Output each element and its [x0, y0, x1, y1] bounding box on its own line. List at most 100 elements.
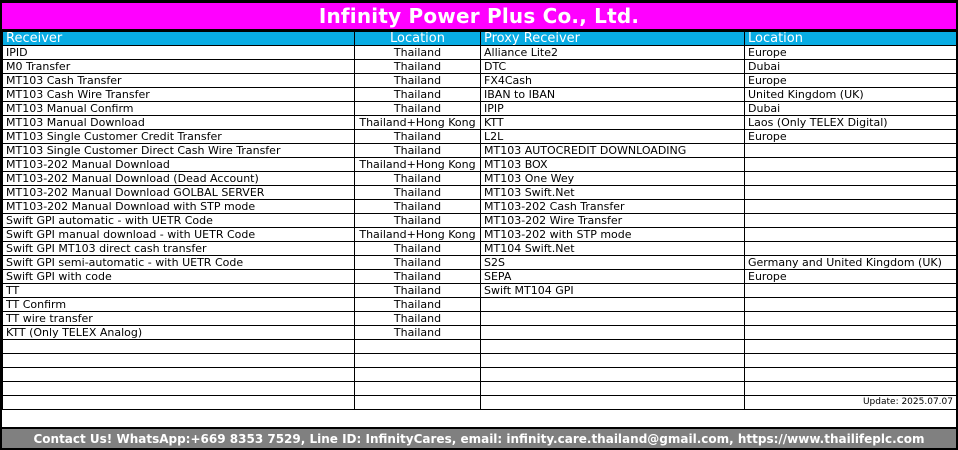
- table-cell-location-2[interactable]: Europe: [744, 73, 957, 88]
- table-cell-receiver[interactable]: [2, 381, 355, 396]
- table-row[interactable]: MT103 Single Customer Credit Transfer Tha…: [2, 129, 957, 144]
- table-cell-proxy-receiver[interactable]: [480, 339, 745, 354]
- table-cell-proxy-receiver[interactable]: L2L: [480, 129, 745, 144]
- table-cell-receiver[interactable]: Swift GPI MT103 direct cash transfer: [2, 241, 355, 256]
- table-cell-proxy-receiver[interactable]: [480, 381, 745, 396]
- table-row[interactable]: [2, 353, 957, 368]
- table-row[interactable]: MT103 Manual Confirm Thailand IPIP Dubai: [2, 101, 957, 116]
- table-cell-location-1[interactable]: [354, 353, 481, 368]
- table-cell-receiver[interactable]: MT103-202 Manual Download GOLBAL SERVER: [2, 185, 355, 200]
- table-cell-location-2[interactable]: Dubai: [744, 59, 957, 74]
- table-cell-proxy-receiver[interactable]: [480, 311, 745, 326]
- table-cell-proxy-receiver[interactable]: FX4Cash: [480, 73, 745, 88]
- table-cell-proxy-receiver[interactable]: MT103-202 with STP mode: [480, 227, 745, 242]
- table-cell-receiver[interactable]: M0 Transfer: [2, 59, 355, 74]
- table-cell-receiver[interactable]: MT103 Manual Download: [2, 115, 355, 130]
- table-cell-receiver[interactable]: TT Confirm: [2, 297, 355, 312]
- table-cell-location-2[interactable]: [744, 297, 957, 312]
- table-row[interactable]: M0 Transfer Thailand DTC Dubai: [2, 59, 957, 74]
- table-cell-receiver[interactable]: [2, 353, 355, 368]
- table-cell-location-2[interactable]: [744, 241, 957, 256]
- table-cell-location-1[interactable]: Thailand: [354, 283, 481, 298]
- table-row[interactable]: MT103 Single Customer Direct Cash Wire T…: [2, 143, 957, 158]
- table-row[interactable]: MT103 Cash Transfer Thailand FX4Cash Europe: [2, 73, 957, 88]
- column-header-location-1[interactable]: Location: [354, 31, 481, 46]
- table-cell-proxy-receiver[interactable]: [480, 297, 745, 312]
- table-cell-location-1[interactable]: Thailand+Hong Kong: [354, 157, 481, 172]
- table-cell-location-2[interactable]: [744, 143, 957, 158]
- table-cell-location-1[interactable]: Thailand: [354, 241, 481, 256]
- table-cell-proxy-receiver[interactable]: MT103 One Wey: [480, 171, 745, 186]
- table-cell-location-1[interactable]: Thailand: [354, 255, 481, 270]
- table-cell-location-1[interactable]: Thailand: [354, 199, 481, 214]
- table-cell-location-1[interactable]: Thailand: [354, 87, 481, 102]
- table-row[interactable]: Swift GPI automatic - with UETR Code Thai…: [2, 213, 957, 228]
- table-cell-receiver[interactable]: KTT (Only TELEX Analog): [2, 325, 355, 340]
- table-cell-location-1[interactable]: Thailand: [354, 73, 481, 88]
- table-cell-receiver[interactable]: MT103 Single Customer Direct Cash Wire T…: [2, 143, 355, 158]
- table-cell-proxy-receiver[interactable]: MT103-202 Cash Transfer: [480, 199, 745, 214]
- table-cell-location-2[interactable]: [744, 367, 957, 382]
- table-cell-location-1[interactable]: [354, 339, 481, 354]
- table-cell-proxy-receiver[interactable]: MT103 Swift.Net: [480, 185, 745, 200]
- table-cell-location-1[interactable]: Thailand: [354, 59, 481, 74]
- table-cell-location-2[interactable]: Europe: [744, 129, 957, 144]
- table-cell-location-2[interactable]: Europe: [744, 269, 957, 284]
- table-cell-proxy-receiver[interactable]: SEPA: [480, 269, 745, 284]
- table-cell-location-1[interactable]: [354, 367, 481, 382]
- table-cell-location-1[interactable]: Thailand: [354, 101, 481, 116]
- table-cell-receiver[interactable]: MT103-202 Manual Download with STP mode: [2, 199, 355, 214]
- table-cell-location-1[interactable]: [354, 381, 481, 396]
- table-cell-receiver[interactable]: [2, 339, 355, 354]
- table-cell-receiver[interactable]: MT103 Single Customer Credit Transfer: [2, 129, 355, 144]
- table-cell-receiver[interactable]: [2, 395, 355, 410]
- table-row[interactable]: MT103 Manual Download Thailand+Hong Kong K…: [2, 115, 957, 130]
- table-cell-location-2[interactable]: [744, 339, 957, 354]
- table-cell-proxy-receiver[interactable]: IBAN to IBAN: [480, 87, 745, 102]
- table-cell-proxy-receiver[interactable]: Swift MT104 GPI: [480, 283, 745, 298]
- table-cell-receiver[interactable]: Swift GPI semi-automatic - with UETR Cod…: [2, 255, 355, 270]
- table-cell-location-2[interactable]: [744, 157, 957, 172]
- table-cell-proxy-receiver[interactable]: KTT: [480, 115, 745, 130]
- table-cell-proxy-receiver[interactable]: MT103-202 Wire Transfer: [480, 213, 745, 228]
- table-cell-receiver[interactable]: Swift GPI manual download - with UETR Co…: [2, 227, 355, 242]
- column-header-proxy-receiver[interactable]: Proxy Receiver: [480, 31, 745, 46]
- table-cell-location-1[interactable]: Thailand: [354, 143, 481, 158]
- table-cell-receiver[interactable]: TT: [2, 283, 355, 298]
- table-cell-location-2[interactable]: Germany and United Kingdom (UK): [744, 255, 957, 270]
- table-cell-proxy-receiver[interactable]: IPIP: [480, 101, 745, 116]
- table-cell-location-2[interactable]: [744, 213, 957, 228]
- table-cell-location-2[interactable]: United Kingdom (UK): [744, 87, 957, 102]
- table-cell-proxy-receiver[interactable]: S2S: [480, 255, 745, 270]
- table-row[interactable]: TT Confirm Thailand: [2, 297, 957, 312]
- table-cell-proxy-receiver[interactable]: [480, 367, 745, 382]
- table-cell-location-2[interactable]: [744, 325, 957, 340]
- table-cell-location-2[interactable]: [744, 311, 957, 326]
- table-cell-location-2[interactable]: [744, 283, 957, 298]
- table-cell-proxy-receiver[interactable]: [480, 395, 745, 410]
- table-cell-proxy-receiver[interactable]: [480, 325, 745, 340]
- table-row[interactable]: Swift GPI with code Thailand SEPA Europe: [2, 269, 957, 284]
- table-cell-receiver[interactable]: IPID: [2, 45, 355, 60]
- table-cell-proxy-receiver[interactable]: [480, 353, 745, 368]
- column-header-location-2[interactable]: Location: [744, 31, 957, 46]
- table-row[interactable]: KTT (Only TELEX Analog) Thailand: [2, 325, 957, 340]
- table-row[interactable]: TT Thailand Swift MT104 GPI: [2, 283, 957, 298]
- table-cell-proxy-receiver[interactable]: MT103 BOX: [480, 157, 745, 172]
- table-cell-location-1[interactable]: Thailand: [354, 269, 481, 284]
- table-cell-receiver[interactable]: MT103-202 Manual Download: [2, 157, 355, 172]
- table-cell-location-2[interactable]: [744, 353, 957, 368]
- table-row[interactable]: MT103-202 Manual Download (Dead Account)…: [2, 171, 957, 186]
- table-cell-receiver[interactable]: Swift GPI with code: [2, 269, 355, 284]
- table-cell-receiver[interactable]: TT wire transfer: [2, 311, 355, 326]
- table-cell-receiver[interactable]: Swift GPI automatic - with UETR Code: [2, 213, 355, 228]
- table-cell-location-2[interactable]: Laos (Only TELEX Digital): [744, 115, 957, 130]
- table-cell-location-2[interactable]: [744, 381, 957, 396]
- table-cell-receiver[interactable]: MT103 Manual Confirm: [2, 101, 355, 116]
- table-row[interactable]: Swift GPI manual download - with UETR Co…: [2, 227, 957, 242]
- table-row[interactable]: Update: 2025.07.07: [2, 395, 957, 410]
- table-row[interactable]: TT wire transfer Thailand: [2, 311, 957, 326]
- table-row[interactable]: Swift GPI semi-automatic - with UETR Cod…: [2, 255, 957, 270]
- table-cell-location-1[interactable]: Thailand+Hong Kong: [354, 227, 481, 242]
- table-row[interactable]: MT103-202 Manual Download GOLBAL SERVER T…: [2, 185, 957, 200]
